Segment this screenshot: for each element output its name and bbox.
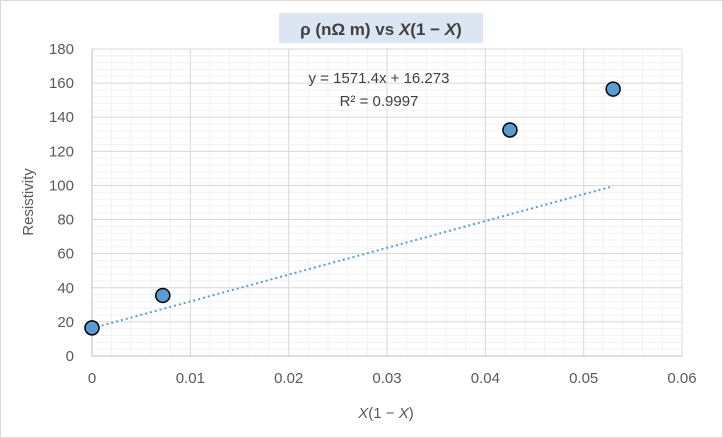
y-tick-label: 120 xyxy=(49,143,74,160)
trendline xyxy=(91,185,614,330)
y-tick-label: 100 xyxy=(49,177,74,194)
y-tick-label: 160 xyxy=(49,75,74,92)
y-tick-label: 0 xyxy=(66,348,74,365)
x-tick-label: 0 xyxy=(88,370,96,387)
x-axis-tick-labels: 0 0.01 0.02 0.03 0.04 0.05 0.06 xyxy=(88,370,697,387)
x-tick-label: 0.03 xyxy=(372,370,401,387)
y-tick-label: 80 xyxy=(57,212,74,229)
y-tick-label: 20 xyxy=(57,314,74,331)
x-tick-label: 0.04 xyxy=(471,370,500,387)
chart-title: ρ (nΩ m) vs X(1 − X) xyxy=(300,20,462,39)
data-point xyxy=(84,320,100,336)
trendline-r-squared: R² = 0.9997 xyxy=(340,93,419,110)
x-axis-title: X(1 − X) xyxy=(357,405,413,422)
title-background xyxy=(279,13,483,43)
x-tick-label: 0.02 xyxy=(274,370,303,387)
y-axis-title: Resistivity xyxy=(20,168,37,236)
x-tick-label: 0.01 xyxy=(176,370,205,387)
axes xyxy=(91,49,682,357)
y-tick-label: 180 xyxy=(49,41,74,58)
y-axis-tick-labels: 0 20 40 60 80 100 120 140 160 180 xyxy=(49,41,74,365)
data-point xyxy=(605,81,621,97)
data-point xyxy=(502,122,518,138)
x-tick-label: 0.05 xyxy=(569,370,598,387)
y-tick-label: 60 xyxy=(57,246,74,263)
trendline-equation: y = 1571.4x + 16.273 xyxy=(309,70,450,87)
y-tick-label: 140 xyxy=(49,109,74,126)
x-tick-label: 0.06 xyxy=(667,370,696,387)
y-tick-label: 40 xyxy=(57,280,74,297)
trendline-layer xyxy=(91,185,614,330)
data-points xyxy=(84,81,621,336)
data-point xyxy=(155,287,171,304)
